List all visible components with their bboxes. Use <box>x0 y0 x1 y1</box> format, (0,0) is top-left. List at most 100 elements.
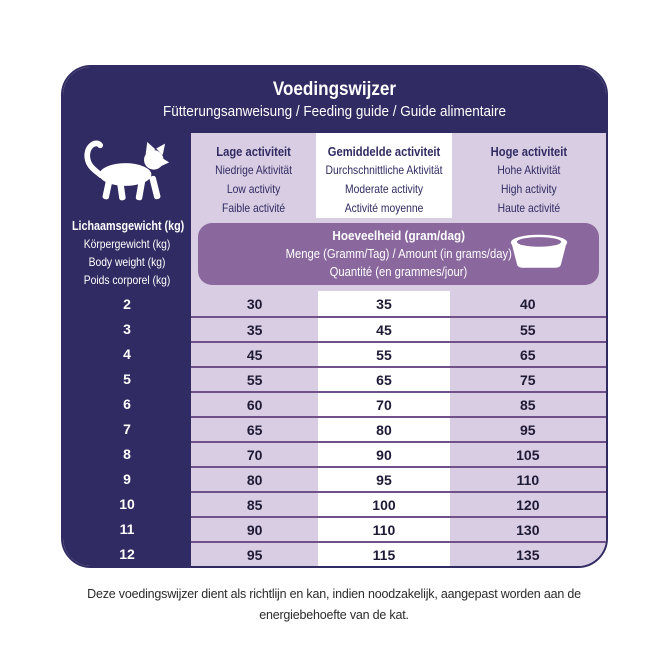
row-value-high: 40 <box>449 291 606 316</box>
low-activity-nl: Lage activiteit <box>216 144 291 159</box>
row-value-moderate: 90 <box>318 443 450 466</box>
row-value-moderate: 70 <box>318 393 450 416</box>
high-activity-nl: Hoge activiteit <box>490 144 568 159</box>
footnote: Deze voedingswijzer dient als richtlijn … <box>87 587 581 622</box>
row-value-moderate: 95 <box>318 468 450 491</box>
moderate-activity-de: Durchschnittliche Aktivität <box>325 163 443 177</box>
row-values: 80 95 110 <box>191 466 606 491</box>
body-weight-label-de: Körpergewicht (kg) <box>83 237 171 252</box>
row-weight: 12 <box>63 541 191 566</box>
table-row: 7 65 80 95 <box>63 416 606 441</box>
row-value-moderate: 80 <box>318 418 450 441</box>
row-values: 95 115 135 <box>191 541 606 566</box>
row-value-moderate: 55 <box>318 343 450 366</box>
row-value-low: 60 <box>191 393 319 416</box>
table-row: 10 85 100 120 <box>63 491 606 516</box>
amount-label-fr: Quantité (en grammes/jour) <box>329 265 468 279</box>
table-row: 2 30 35 40 <box>63 291 606 316</box>
column-header-low-activity: Lage activiteit Niedrige Aktivität Low a… <box>191 133 317 218</box>
row-weight: 4 <box>63 341 191 366</box>
body-weight-sidebar: Lichaamsgewicht (kg) Körpergewicht (kg) … <box>63 133 191 291</box>
row-value-low: 55 <box>191 368 319 391</box>
amount-label-nl: Hoeveelheid (gram/dag) <box>332 228 465 243</box>
moderate-activity-nl: Gemiddelde activiteit <box>327 144 441 159</box>
activity-column-headers: Lage activiteit Niedrige Aktivität Low a… <box>191 133 606 218</box>
row-weight: 11 <box>63 516 191 541</box>
row-values: 45 55 65 <box>191 341 606 366</box>
row-values: 30 35 40 <box>191 291 606 316</box>
row-value-moderate: 35 <box>318 291 450 316</box>
row-values: 55 65 75 <box>191 366 606 391</box>
high-activity-fr: Haute activité <box>497 201 561 215</box>
header-section: Lichaamsgewicht (kg) Körpergewicht (kg) … <box>63 133 606 291</box>
row-weight: 7 <box>63 416 191 441</box>
table-row: 8 70 90 105 <box>63 441 606 466</box>
row-value-high: 95 <box>449 418 606 441</box>
row-values: 70 90 105 <box>191 441 606 466</box>
row-weight: 8 <box>63 441 191 466</box>
cat-icon <box>63 133 191 216</box>
row-value-high: 110 <box>449 468 606 491</box>
row-weight: 9 <box>63 466 191 491</box>
row-values: 90 110 130 <box>191 516 606 541</box>
row-value-low: 80 <box>191 468 319 491</box>
row-value-moderate: 65 <box>318 368 450 391</box>
page-subtitle: Fütterungsanweisung / Feeding guide / Gu… <box>163 103 506 120</box>
row-value-high: 120 <box>449 493 606 516</box>
row-values: 65 80 95 <box>191 416 606 441</box>
body-weight-label-nl: Lichaamsgewicht (kg) <box>71 219 185 234</box>
table-row: 4 45 55 65 <box>63 341 606 366</box>
amount-banner: Hoeveelheid (gram/dag) Menge (Gramm/Tag)… <box>198 223 599 285</box>
moderate-activity-en: Moderate activity <box>345 182 424 196</box>
row-value-low: 30 <box>191 291 319 316</box>
table-row: 6 60 70 85 <box>63 391 606 416</box>
row-value-high: 105 <box>449 443 606 466</box>
row-value-high: 75 <box>449 368 606 391</box>
row-value-high: 55 <box>449 318 606 341</box>
amount-banner-row: Hoeveelheid (gram/dag) Menge (Gramm/Tag)… <box>191 218 606 291</box>
card-header: Voedingswijzer Fütterungsanweisung / Fee… <box>63 67 606 133</box>
low-activity-en: Low activity <box>226 182 281 196</box>
page-title: Voedingswijzer <box>272 79 397 100</box>
row-value-low: 65 <box>191 418 319 441</box>
amount-label-de-en: Menge (Gramm/Tag) / Amount (in grams/day… <box>285 247 512 261</box>
low-activity-de: Niedrige Aktivität <box>215 163 293 177</box>
body-weight-label-fr: Poids corporel (kg) <box>83 273 171 288</box>
row-value-low: 95 <box>191 543 319 566</box>
row-weight: 10 <box>63 491 191 516</box>
row-value-moderate: 45 <box>318 318 450 341</box>
row-weight: 3 <box>63 316 191 341</box>
row-weight: 2 <box>63 291 191 316</box>
table-rows: 2 30 35 40 3 35 45 55 4 45 55 65 5 55 65… <box>63 291 606 566</box>
row-value-moderate: 100 <box>318 493 450 516</box>
row-value-low: 85 <box>191 493 319 516</box>
high-activity-de: Hohe Aktivität <box>497 163 561 177</box>
row-value-high: 135 <box>449 543 606 566</box>
row-value-low: 45 <box>191 343 319 366</box>
high-activity-en: High activity <box>501 182 557 196</box>
moderate-activity-fr: Activité moyenne <box>344 201 424 215</box>
feeding-guide-card: Voedingswijzer Fütterungsanweisung / Fee… <box>61 65 608 568</box>
table-row: 12 95 115 135 <box>63 541 606 566</box>
column-header-moderate-activity: Gemiddelde activiteit Durchschnittliche … <box>316 133 453 218</box>
row-weight: 6 <box>63 391 191 416</box>
row-value-low: 35 <box>191 318 319 341</box>
row-values: 35 45 55 <box>191 316 606 341</box>
column-header-high-activity: Hoge activiteit Hohe Aktivität High acti… <box>452 133 606 218</box>
low-activity-fr: Faible activité <box>222 201 286 215</box>
row-value-low: 90 <box>191 518 319 541</box>
row-value-moderate: 115 <box>318 543 450 566</box>
bowl-icon <box>503 231 575 278</box>
row-weight: 5 <box>63 366 191 391</box>
row-value-low: 70 <box>191 443 319 466</box>
row-value-high: 65 <box>449 343 606 366</box>
row-value-high: 85 <box>449 393 606 416</box>
table-row: 11 90 110 130 <box>63 516 606 541</box>
body-weight-labels: Lichaamsgewicht (kg) Körpergewicht (kg) … <box>63 216 191 291</box>
table-row: 5 55 65 75 <box>63 366 606 391</box>
body-weight-label-en: Body weight (kg) <box>88 255 166 270</box>
table-row: 3 35 45 55 <box>63 316 606 341</box>
table-row: 9 80 95 110 <box>63 466 606 491</box>
row-value-moderate: 110 <box>318 518 450 541</box>
